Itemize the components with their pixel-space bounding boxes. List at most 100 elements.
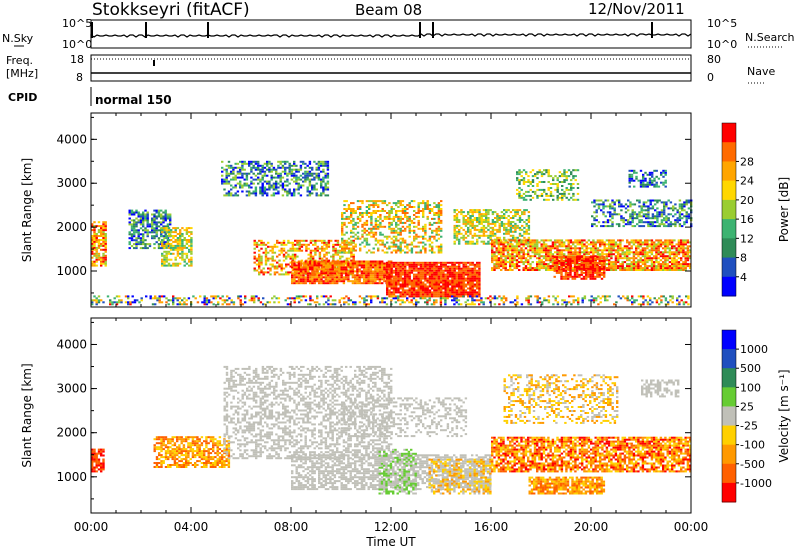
power-cell bbox=[675, 261, 678, 264]
power-cell bbox=[428, 237, 432, 240]
power-cell bbox=[623, 261, 627, 264]
power-cell bbox=[469, 228, 472, 231]
power-cell bbox=[444, 267, 447, 270]
power-cell bbox=[433, 261, 436, 264]
power-cell bbox=[433, 237, 436, 240]
power-cell bbox=[128, 231, 131, 234]
power-cell bbox=[408, 235, 411, 238]
power-cell bbox=[493, 239, 496, 242]
power-cell bbox=[347, 217, 351, 220]
power-cell bbox=[333, 260, 337, 263]
power-cell bbox=[243, 184, 246, 187]
power-cell bbox=[320, 192, 323, 195]
power-cell bbox=[253, 257, 256, 260]
power-cell bbox=[464, 277, 468, 280]
power-cell bbox=[471, 275, 474, 278]
power-cell bbox=[455, 261, 459, 264]
power-cell bbox=[444, 279, 447, 282]
power-cell bbox=[514, 226, 517, 229]
power-cell bbox=[419, 227, 423, 230]
power-cell bbox=[317, 178, 321, 181]
power-cell bbox=[408, 223, 411, 226]
power-cell bbox=[367, 278, 370, 281]
power-cell bbox=[595, 203, 598, 206]
power-cell bbox=[266, 174, 269, 177]
power-cell bbox=[611, 201, 614, 204]
power-cell bbox=[102, 231, 105, 234]
power-cell bbox=[635, 251, 638, 254]
power-cell bbox=[458, 281, 461, 284]
power-cell bbox=[313, 176, 316, 179]
power-cell bbox=[518, 215, 522, 217]
power-cell bbox=[185, 231, 189, 234]
power-cell bbox=[323, 239, 326, 242]
power-cell bbox=[404, 215, 407, 218]
power-cell bbox=[324, 274, 328, 277]
power-cell bbox=[331, 266, 334, 269]
power-cell bbox=[372, 227, 375, 230]
power-cell bbox=[399, 263, 402, 266]
power-cell bbox=[567, 198, 571, 201]
power-cell bbox=[437, 281, 441, 284]
power-cell bbox=[302, 160, 305, 163]
power-cell bbox=[500, 265, 503, 268]
power-cell bbox=[632, 241, 636, 244]
power-cell bbox=[288, 188, 291, 191]
power-cell bbox=[596, 249, 600, 252]
power-cell bbox=[677, 243, 681, 246]
power-cell bbox=[354, 260, 357, 263]
power-cell bbox=[444, 281, 447, 284]
power-cell bbox=[523, 211, 526, 214]
power-cell bbox=[500, 251, 503, 254]
power-cell bbox=[410, 289, 414, 292]
power-cell bbox=[516, 179, 519, 182]
power-cell bbox=[628, 241, 631, 244]
power-cell bbox=[142, 247, 145, 250]
power-cell bbox=[104, 254, 107, 257]
power-cell bbox=[686, 265, 690, 268]
power-cell bbox=[574, 249, 577, 252]
power-cell bbox=[671, 253, 674, 256]
power-cell bbox=[428, 267, 432, 270]
power-cell bbox=[565, 171, 568, 174]
power-cell bbox=[392, 275, 396, 278]
power-cell bbox=[657, 247, 660, 250]
power-cell bbox=[509, 221, 513, 223]
power-cell bbox=[496, 230, 499, 233]
power-cell bbox=[615, 223, 619, 226]
power-cell bbox=[556, 194, 559, 197]
power-cell bbox=[181, 248, 184, 251]
power-cell bbox=[410, 293, 414, 296]
power-cell bbox=[160, 215, 163, 218]
power-cell bbox=[659, 253, 663, 256]
power-cell bbox=[515, 267, 519, 270]
power-cell bbox=[612, 243, 615, 246]
power-cell bbox=[356, 264, 359, 267]
power-cell bbox=[514, 209, 517, 212]
power-cell bbox=[304, 266, 307, 269]
power-cell bbox=[352, 235, 355, 238]
power-cell bbox=[567, 269, 570, 271]
power-cell bbox=[482, 230, 486, 233]
power-cell bbox=[424, 293, 427, 296]
power-cell bbox=[641, 247, 645, 250]
power-cell bbox=[347, 280, 350, 283]
power-cell bbox=[549, 249, 552, 252]
power-cell bbox=[324, 278, 328, 281]
power-cell bbox=[583, 255, 586, 258]
power-cell bbox=[677, 247, 681, 250]
power-cell bbox=[279, 162, 282, 165]
power-cell bbox=[360, 260, 364, 263]
power-cell bbox=[442, 271, 445, 274]
power-cell bbox=[276, 271, 279, 274]
power-cell bbox=[343, 245, 346, 248]
power-cell bbox=[493, 243, 496, 246]
power-cell bbox=[133, 243, 136, 246]
power-cell bbox=[646, 269, 649, 271]
power-cell bbox=[379, 243, 382, 246]
power-cell bbox=[531, 185, 535, 187]
power-cell bbox=[608, 239, 611, 242]
power-cell bbox=[581, 257, 584, 260]
power-cell bbox=[428, 285, 432, 288]
power-cell bbox=[464, 271, 468, 274]
